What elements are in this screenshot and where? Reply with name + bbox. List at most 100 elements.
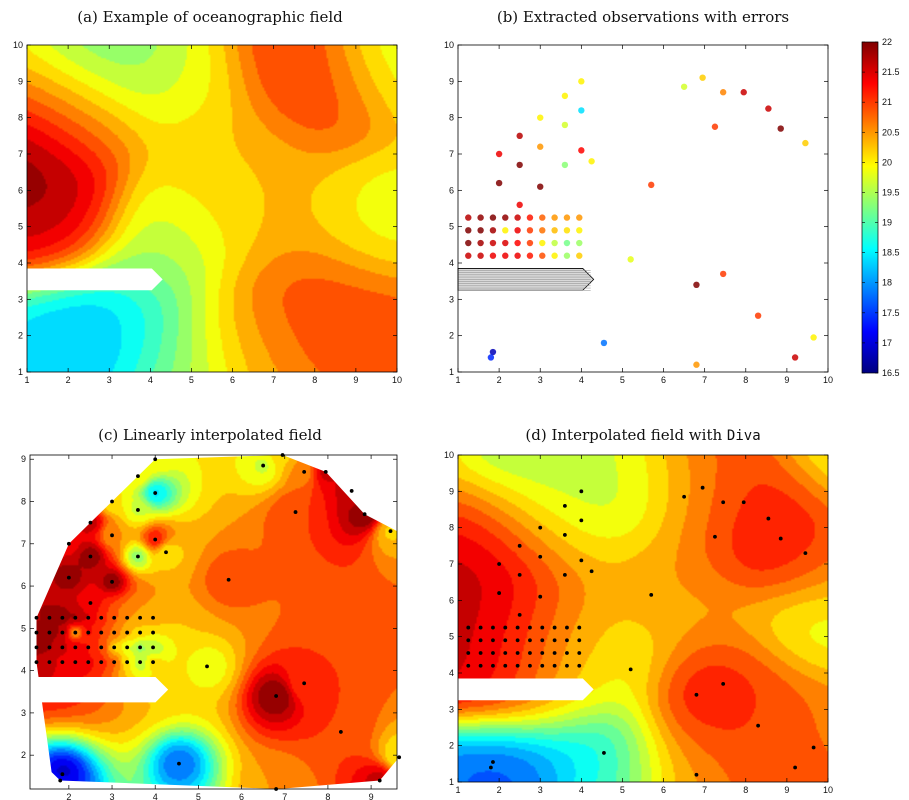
y-tick-label: 6 [449,185,454,195]
y-tick-label: 4 [449,668,454,678]
x-tick-label: 4 [148,375,153,385]
panel-d-field [458,455,828,782]
observation-point [34,660,39,665]
y-tick-label: 1 [449,367,454,377]
y-tick-label: 2 [449,331,454,341]
x-tick-label: 7 [702,375,707,385]
panel-d: 1 2 3 4 5 6 7 8 9 10 1 2 3 4 5 6 7 8 9 10 [444,450,833,795]
x-tick-label: 2 [497,375,502,385]
colorbar: 16.5 17 17.5 18 18.5 19 19.5 20 20.5 21 21.5 22 [861,37,900,378]
observation-point [302,470,307,474]
x-tick-label: 1 [24,375,29,385]
panel-b-title: (b) Extracted observations with errors [497,8,789,26]
observation-point [578,147,585,154]
observation-point [552,625,557,630]
observation-point [478,651,483,655]
observation-point [565,638,569,643]
observation-point [205,664,209,669]
observation-point [503,625,508,630]
observation-point [528,651,532,655]
observation-point [539,214,546,221]
observation-point [489,214,497,221]
observation-point [495,179,503,187]
observation-point [478,625,483,630]
observation-point [528,625,532,630]
observation-point [125,645,130,650]
observation-point [86,660,91,665]
observation-point [577,663,582,668]
observation-point [112,660,117,665]
colorbar-tick-label: 20.5 [882,127,900,137]
y-tick-label: 3 [21,708,26,718]
panel-a-ticks: 1 2 3 4 5 6 7 8 9 10 1 2 3 4 5 6 7 8 9 10 [13,40,402,385]
panel-a-land-mask [27,268,163,291]
x-tick-label: 8 [743,785,748,795]
observation-point [540,638,545,643]
observation-point [73,645,78,650]
observation-point [60,615,65,620]
x-tick-label: 7 [271,375,276,385]
observation-point [514,227,521,234]
observation-point [112,615,117,620]
observation-point [537,114,544,121]
observation-point [151,615,155,620]
x-tick-label: 6 [661,785,666,795]
observation-point [136,508,140,512]
panel-d-land-mask [458,678,594,701]
observation-point [112,645,117,650]
y-tick-label: 2 [449,741,454,751]
observation-point [693,361,700,368]
observation-point [516,201,523,209]
observation-point [552,651,557,655]
observation-point [765,105,772,112]
observation-point [627,256,634,263]
observation-point [151,660,155,665]
observation-point [73,630,78,635]
colorbar-tick-label: 21.5 [882,67,900,77]
observation-point [47,645,52,650]
observation-point [60,630,65,635]
observation-point [377,778,382,783]
observation-point [578,78,585,85]
observation-point [514,252,521,259]
observation-point [579,489,584,494]
observation-point [477,227,484,234]
colorbar-tick-label: 17.5 [882,308,900,318]
observation-point [517,612,522,617]
observation-point [563,239,571,247]
observation-point [562,503,567,508]
x-tick-label: 8 [312,375,317,385]
observation-point [153,457,158,462]
observation-point [489,227,497,234]
panel-c-frame [29,454,398,790]
observation-point [576,214,583,221]
panel-d-ticks: 1 2 3 4 5 6 7 8 9 10 1 2 3 4 5 6 7 8 9 10 [444,450,833,795]
observation-point [515,663,520,668]
observation-point [491,625,495,630]
observation-point [719,270,727,278]
x-tick-label: 1 [455,375,460,385]
observation-point [538,594,543,599]
panel-a-field [27,45,397,372]
y-tick-label: 8 [449,113,454,123]
observation-point [60,660,65,665]
land-mask-shape [27,268,163,291]
observation-point [539,227,546,234]
observation-point [274,694,279,698]
observation-point [537,183,544,190]
observation-point [803,551,808,555]
observation-point [540,651,545,655]
observation-point [515,625,520,630]
observation-point [602,751,606,755]
observation-point [151,645,155,650]
observation-point [226,577,231,582]
observation-point [153,491,158,495]
observation-point [528,663,532,668]
observation-point [694,772,699,777]
y-tick-label: 4 [21,666,26,676]
observation-point [719,89,727,96]
observation-point [721,500,726,505]
observation-point [465,239,472,247]
observation-point [576,252,583,259]
observation-point [503,663,508,668]
